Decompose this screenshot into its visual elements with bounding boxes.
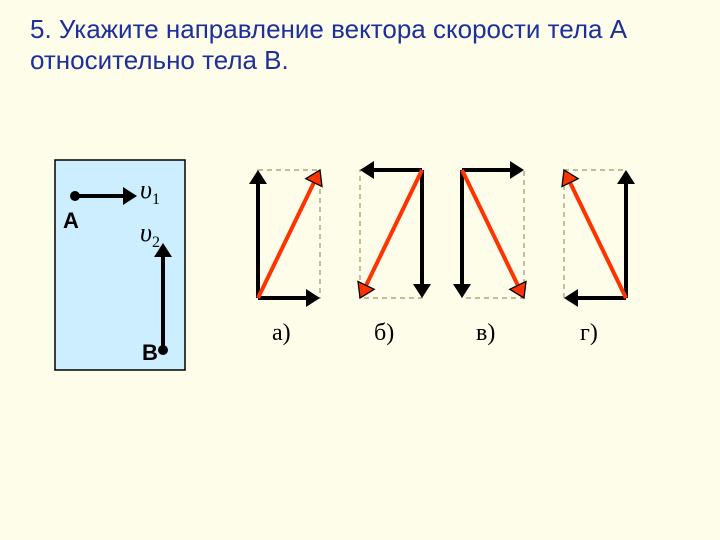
diagram-canvas (0, 0, 720, 540)
option-g-label: г) (580, 320, 598, 347)
point-b-label: В (142, 340, 158, 366)
option-v-label: в) (476, 320, 495, 347)
velocity-2-label: υ2 (140, 218, 160, 252)
velocity-1-label: υ1 (140, 175, 160, 209)
point-a-label: А (63, 208, 79, 234)
option-a-label: а) (272, 320, 291, 347)
option-b-label: б) (374, 320, 394, 347)
